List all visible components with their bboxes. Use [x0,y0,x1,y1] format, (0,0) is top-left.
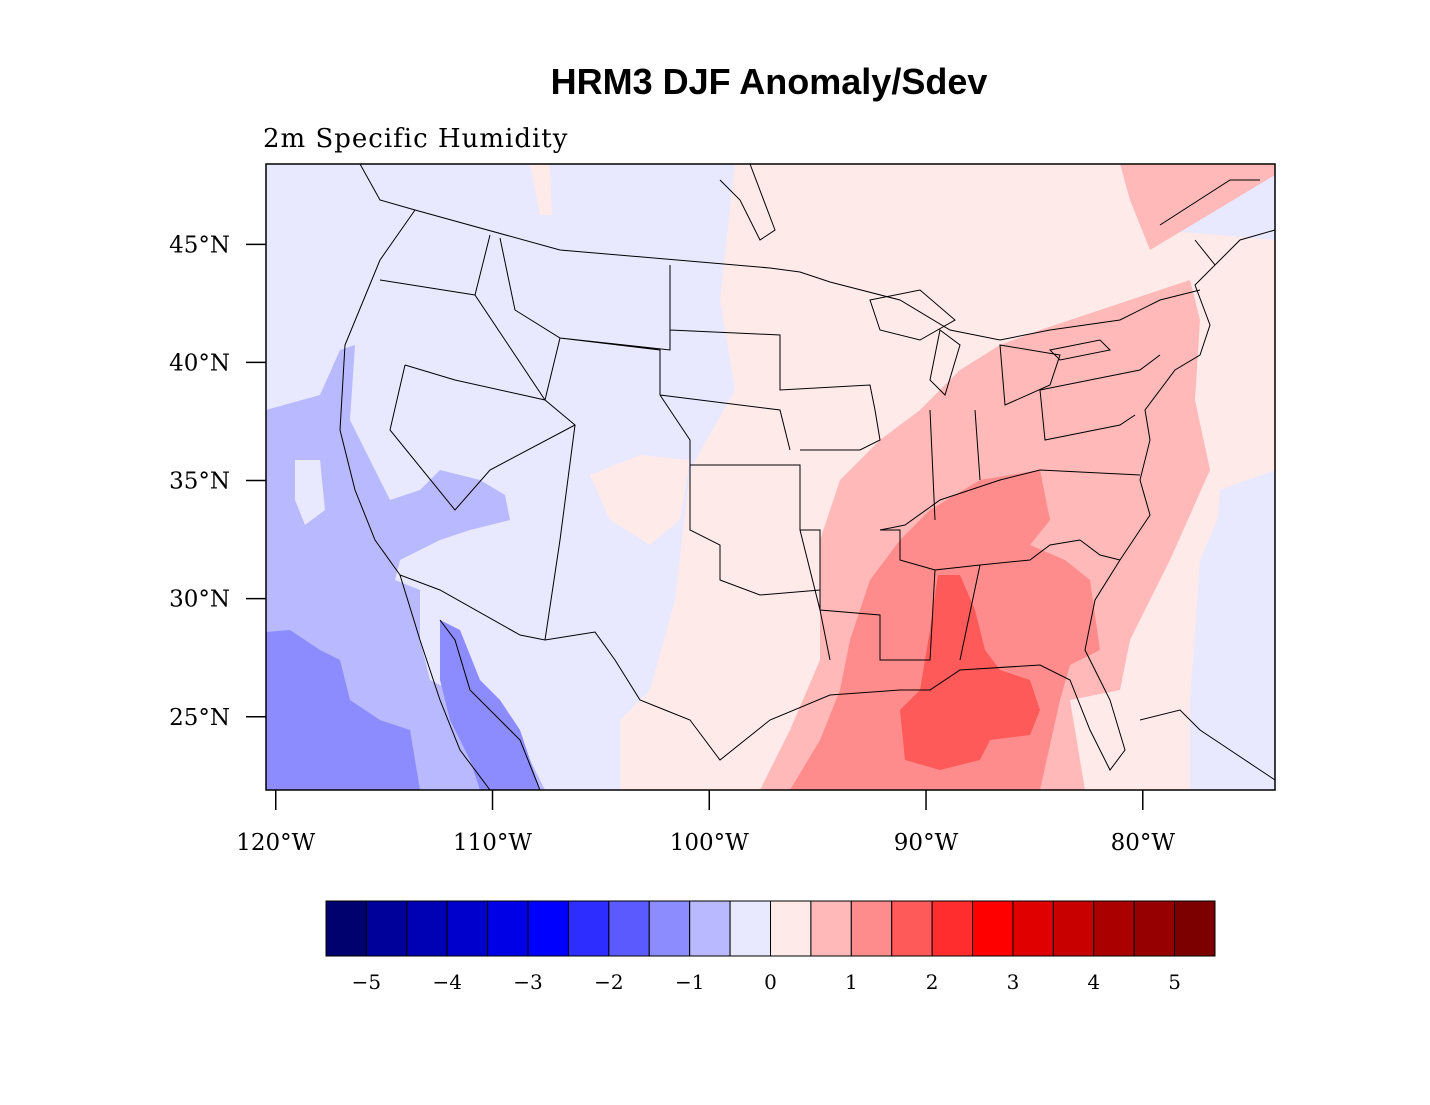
colorbar-swatch [648,900,691,957]
colorbar-label: −5 [352,970,381,994]
colorbar-label: −3 [513,970,542,994]
colorbar-swatch [810,900,852,957]
map-plot [266,164,1275,790]
colorbar-label: 4 [1087,970,1100,994]
colorbar-swatch [729,900,771,957]
field-dark-blue-east [1200,470,1275,790]
baja-california [399,574,541,790]
canada-border [414,209,1201,341]
field-light-red-blob [590,455,690,545]
state-lines [379,234,1161,661]
colorbar-label: −4 [432,970,461,994]
lat-tick-label: 35°N [169,469,230,495]
boundaries [339,164,1275,790]
colorbar-swatch [1174,900,1216,957]
colorbar-swatch [689,900,731,957]
colorbar-swatch [1133,900,1176,957]
map-frame [265,163,1276,791]
colorbar: −5 −4 −3 −2 −1 0 1 2 3 4 5 [325,900,1216,994]
colorbar-swatch [972,900,1014,957]
field-red [900,575,1040,770]
colorbar-swatch [567,900,610,957]
lat-tick-label: 40°N [169,350,230,376]
lon-tick-label: 110°W [453,830,532,856]
field-pink [1120,164,1275,250]
colorbar-label: −1 [675,970,704,994]
colorbar-label: 2 [926,970,939,994]
field-dark-blue-baja [440,620,540,790]
us-outline [339,209,1216,771]
lon-tick-label: 100°W [670,830,749,856]
colorbar-label: 5 [1168,970,1181,994]
colorbar-swatch [446,900,489,957]
colorbar-swatch [850,900,893,957]
colorbar-swatch [487,900,529,957]
canada-coast [359,164,1275,266]
colorbar-swatch [931,900,974,957]
colorbar-swatch [891,900,933,957]
colorbar-swatch [770,900,812,957]
longitude-axis: 120°W 110°W 100°W 90°W 80°W [236,790,1175,856]
colorbar-swatch [1093,900,1135,957]
colorbar-label: 0 [764,970,777,994]
field-dark-blue [266,630,420,790]
lat-tick-label: 25°N [169,705,230,731]
figure-title: HRM3 DJF Anomaly/Sdev [551,61,988,102]
colorbar-label: 1 [845,970,858,994]
lon-tick-label: 80°W [1111,830,1176,856]
colorbar-swatch [1052,900,1095,957]
colorbar-label: 3 [1007,970,1020,994]
field-light-red-north [530,164,552,215]
cuba-bahamas [1139,709,1275,781]
colorbar-swatch [325,900,367,957]
lon-tick-label: 120°W [236,830,315,856]
lat-tick-label: 45°N [169,232,230,258]
lat-tick-label: 30°N [169,587,230,613]
latitude-axis: 45°N 40°N 35°N 30°N 25°N [169,232,266,731]
field-light-blue-pocket [295,460,325,525]
colorbar-swatch [1012,900,1054,957]
colorbar-swatch [365,900,408,957]
figure-subtitle: 2m Specific Humidity [263,124,568,154]
colorbar-label: −2 [594,970,623,994]
lon-tick-label: 90°W [894,830,959,856]
colorbar-swatch [608,900,650,957]
great-lakes [869,289,1112,406]
colorbar-swatch [406,900,448,957]
colorbar-swatch [527,900,569,957]
